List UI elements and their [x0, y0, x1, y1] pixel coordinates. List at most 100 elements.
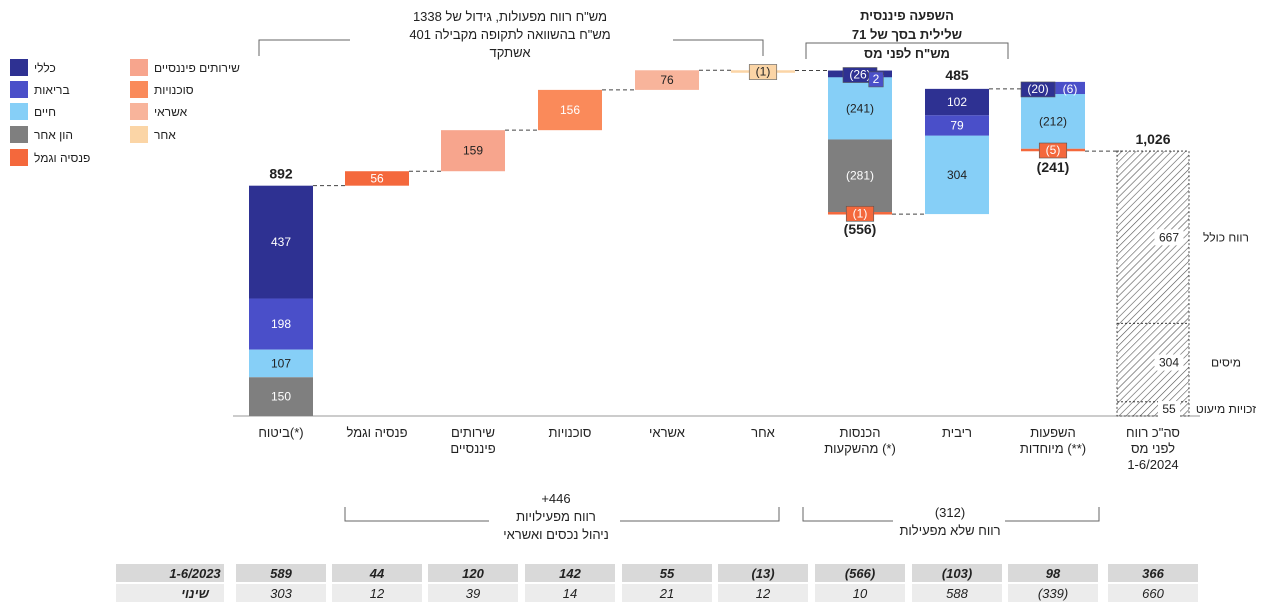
category-label: לפני מס [1131, 441, 1175, 456]
legend-swatch [130, 103, 148, 120]
data-label: (5) [1046, 143, 1061, 157]
annotation-text: 401 מש"ח בהשוואה לתקופה מקבילה [409, 27, 610, 42]
data-label-box [1038, 142, 1068, 159]
table-row-label: 1-6/2023 [169, 566, 221, 581]
data-label: (281) [846, 169, 874, 183]
bar-segment [249, 377, 313, 416]
data-label: 107 [271, 356, 291, 370]
table-cell [1008, 584, 1098, 602]
category-label: אחר [751, 425, 775, 440]
total-label: 1,026 [1135, 131, 1170, 147]
legend-swatch [130, 81, 148, 98]
table-cell [718, 564, 808, 582]
legend-label: שירותים פיננסיים [154, 61, 240, 75]
annotation-text: שלילית בסך של 71 [852, 27, 962, 42]
data-label: 150 [271, 390, 291, 404]
table-cell [116, 564, 224, 582]
total-label: (556) [844, 221, 877, 237]
total-label: (241) [1037, 159, 1070, 175]
annotation-text: +446 [541, 491, 570, 506]
total-bar [1116, 150, 1190, 417]
bar-segment [925, 135, 989, 215]
table-cell [1008, 564, 1098, 582]
data-label: 2 [873, 72, 880, 86]
bar-segment [249, 185, 313, 299]
total-breakdown-value: 55 [1162, 402, 1176, 416]
table-cell [815, 584, 905, 602]
table-cell [428, 584, 518, 602]
annotation-text: השפעה פיננסית [860, 8, 954, 23]
table-value: 98 [1046, 566, 1061, 581]
category-label: שירותים [451, 425, 495, 440]
table-value: 44 [369, 566, 385, 581]
annotation-text: 1338 מש"ח רווח מפעולות, גידול של [413, 9, 607, 24]
table-cell [332, 564, 422, 582]
bracket [1005, 507, 1100, 522]
legend: כללי בריאות חיים הון אחר פנסיה וגמל שירותים פ… [10, 59, 240, 166]
table-value: 303 [270, 586, 292, 601]
category-label: מיוחדות (**) [1020, 441, 1086, 456]
table-value: 12 [370, 586, 385, 601]
annotation-text: מש"ח לפני מס [864, 46, 950, 61]
total-breakdown-label: מיסים [1211, 356, 1241, 370]
legend-label: חיים [34, 105, 56, 119]
bar-segment [345, 171, 409, 186]
table-value: 589 [270, 566, 292, 581]
annotation-text: (312) [935, 505, 965, 520]
table-cell [428, 564, 518, 582]
chart-labels: 437 198 107 150 56 159 156 76 (1) (26) 2 (241) (281)… [258, 8, 1256, 542]
table-cell [622, 584, 712, 602]
legend-swatch [10, 81, 28, 98]
category-label: 1-6/2024 [1127, 457, 1178, 472]
table-value: 10 [853, 586, 868, 601]
bar-segment [925, 115, 989, 136]
table-value: 39 [466, 586, 480, 601]
table-cell [525, 584, 615, 602]
data-label-box [868, 71, 884, 88]
data-label: (241) [846, 101, 874, 115]
data-label: 76 [660, 73, 674, 87]
category-label: סה"כ רווח [1126, 425, 1180, 440]
table-cell [912, 564, 1002, 582]
table-cell [912, 584, 1002, 602]
bar-segment [1055, 81, 1085, 96]
table-cell [622, 564, 712, 582]
table-cell [236, 584, 326, 602]
legend-label: בריאות [34, 83, 70, 97]
table-value: (339) [1038, 586, 1068, 601]
table-value: 588 [946, 586, 968, 601]
category-label: השפעות [1030, 425, 1076, 440]
table-cell [1108, 584, 1198, 602]
table-cell [525, 564, 615, 582]
legend-label: הון אחר [34, 128, 73, 142]
annotation-text: רווח מפעילויות [516, 509, 596, 524]
legend-swatch [10, 103, 28, 120]
legend-swatch [130, 126, 148, 143]
data-label: (6) [1063, 82, 1078, 96]
data-label: 79 [950, 118, 964, 132]
data-label-box [748, 64, 778, 80]
category-label: מהשקעות (*) [824, 441, 896, 456]
data-label: (212) [1039, 114, 1067, 128]
bar-segment [828, 139, 892, 213]
bar-segment [249, 349, 313, 378]
annotation-text: רווח שלא מפעילות [899, 523, 1000, 538]
data-label-box [1020, 81, 1056, 98]
data-label: (26) [849, 68, 870, 82]
category-label: ריבית [942, 425, 972, 440]
data-label: 102 [947, 95, 967, 109]
legend-swatch [130, 59, 148, 76]
table-value: (13) [751, 566, 774, 581]
table-value: 14 [563, 586, 577, 601]
bar-segment [635, 70, 699, 90]
legend-label: כללי [34, 61, 56, 75]
bar-segment [249, 298, 313, 350]
bracket [258, 39, 350, 56]
annotation-text: ניהול נכסים ואשראי [503, 527, 609, 542]
table-cell [116, 584, 224, 602]
data-label: 437 [271, 235, 291, 249]
legend-swatch [10, 149, 28, 166]
table-value: (566) [845, 566, 875, 581]
total-breakdown-label: רווח כולל [1203, 230, 1249, 244]
